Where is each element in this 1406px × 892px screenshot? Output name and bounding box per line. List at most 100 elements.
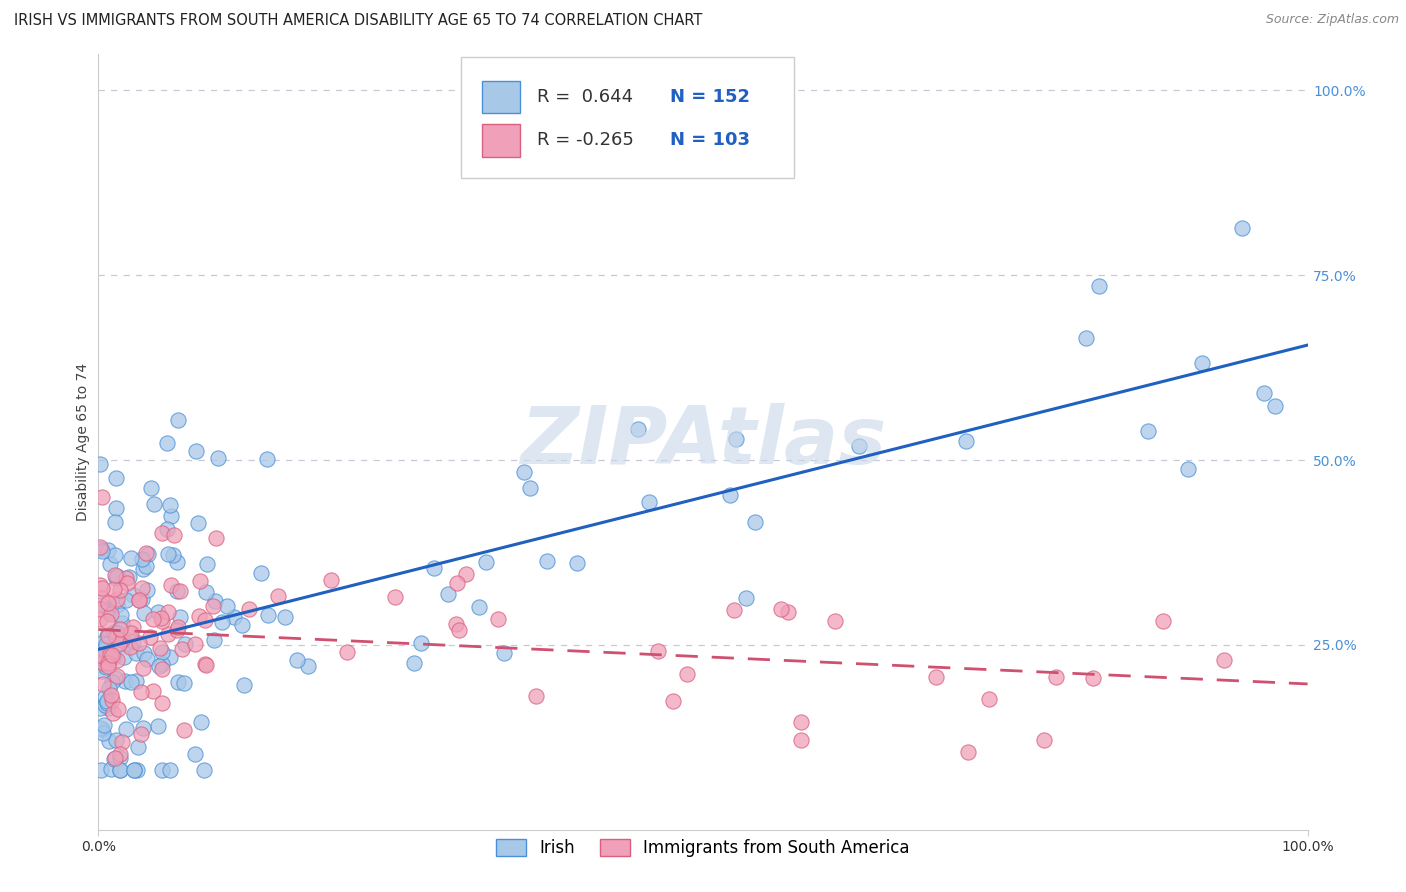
Point [150,696,173,710]
Point [105,653,128,667]
Point [150,525,173,540]
Point [723,603,745,617]
Point [108,764,131,778]
Point [135,558,157,573]
Point [156,547,179,561]
Point [136,547,159,561]
Point [139,630,162,644]
Text: R =  0.644: R = 0.644 [537,88,634,106]
Text: N = 152: N = 152 [671,88,751,106]
Point [627,422,650,436]
Point [848,439,870,453]
Point [207,450,229,465]
Point [131,552,153,566]
Point [98,647,121,661]
Point [104,516,127,530]
Point [194,657,217,672]
Point [111,615,134,630]
Point [91,544,114,558]
Point [93,642,115,657]
Point [132,661,155,675]
Point [107,598,129,612]
Point [101,706,124,721]
Point [211,615,233,630]
Point [157,627,180,641]
Point [159,508,181,523]
Point [195,584,218,599]
Point [125,673,148,688]
Point [107,702,129,716]
Point [1045,670,1067,684]
Point [638,495,661,509]
Point [90,599,112,613]
Point [91,636,114,650]
Point [96,601,118,615]
Point [131,721,153,735]
Point [166,584,188,599]
Point [89,578,111,592]
Point [131,591,153,606]
Point [163,528,186,542]
Point [96,596,118,610]
Point [190,714,212,729]
Point [128,592,150,607]
Point [128,592,150,607]
Point [108,637,131,651]
Point [336,645,359,659]
Point [98,681,121,696]
Point [90,491,112,505]
Point [146,605,169,619]
Y-axis label: Disability Age 65 to 74: Disability Age 65 to 74 [76,362,90,521]
Point [125,646,148,660]
Point [132,646,155,660]
Point [519,481,541,495]
Point [127,740,149,755]
Point [121,588,143,602]
Point [187,516,209,530]
Point [1152,614,1174,628]
Point [250,566,273,580]
Point [1033,733,1056,747]
Point [384,591,406,605]
Point [90,648,112,662]
Point [718,488,741,502]
Text: IRISH VS IMMIGRANTS FROM SOUTH AMERICA DISABILITY AGE 65 TO 74 CORRELATION CHART: IRISH VS IMMIGRANTS FROM SOUTH AMERICA D… [14,13,703,29]
Point [143,497,166,511]
Point [96,628,118,642]
Point [1264,400,1286,414]
Point [101,650,124,665]
Point [193,764,215,778]
Point [128,636,150,650]
Point [790,714,813,729]
Point [204,594,226,608]
Point [267,589,290,603]
Point [1076,331,1098,345]
Point [167,674,190,689]
Point [423,561,446,575]
Point [104,671,127,685]
Point [444,616,467,631]
Point [90,764,112,778]
Point [114,722,136,736]
Point [105,630,128,644]
Point [257,608,280,623]
Point [167,413,190,427]
Point [97,659,120,673]
Point [1083,671,1105,685]
Point [105,500,128,515]
Point [103,752,125,766]
Point [97,542,120,557]
Point [285,653,308,667]
Point [955,434,977,449]
Point [96,614,118,628]
Point [111,632,134,647]
Point [139,481,162,495]
Point [150,645,173,659]
FancyBboxPatch shape [482,124,520,157]
Point [118,569,141,583]
Point [124,706,146,721]
Point [136,582,159,597]
Point [142,684,165,698]
Point [173,676,195,690]
Point [110,764,132,778]
